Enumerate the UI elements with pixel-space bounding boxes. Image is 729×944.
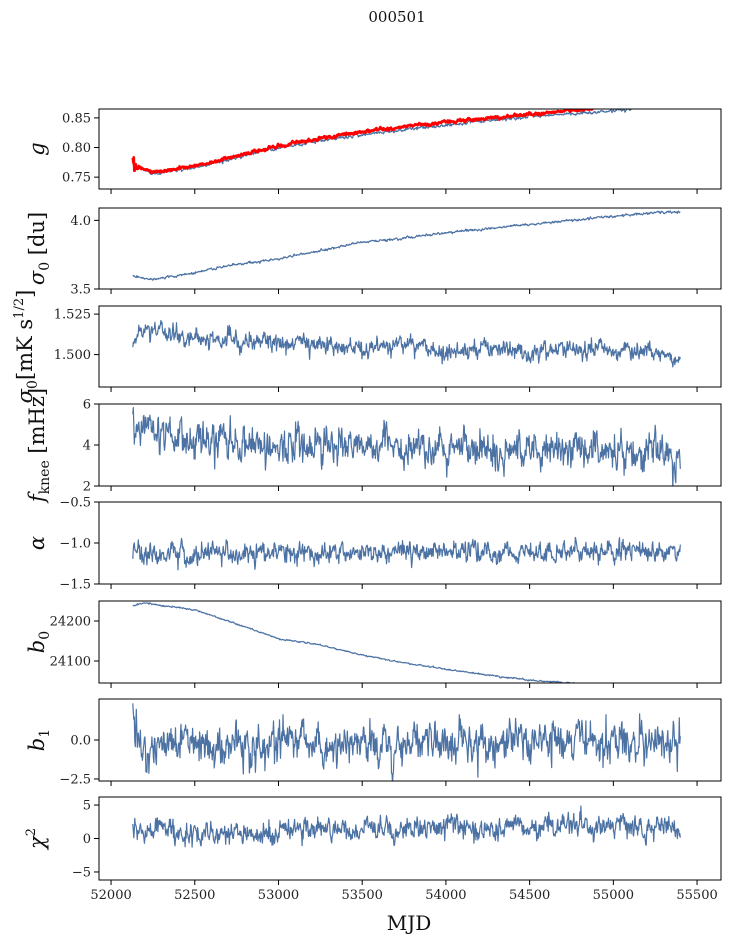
y-label-main: σ xyxy=(25,270,49,285)
x-tick-label: 54000 xyxy=(425,888,466,903)
y-tick-label: −5 xyxy=(72,865,91,880)
y-tick-label: −2.5 xyxy=(59,772,91,787)
x-tick-label: 52500 xyxy=(174,888,215,903)
y-tick-label: 4.0 xyxy=(70,214,91,229)
y-label-rest: [mK s xyxy=(13,319,37,380)
axes-frame xyxy=(98,305,722,388)
y-label-main: χ xyxy=(25,835,49,851)
y-tick-label: 0.80 xyxy=(62,141,91,156)
axes-frame xyxy=(98,108,722,190)
y-tick-label: 2 xyxy=(83,480,91,495)
y-axis-label-b1: b1 xyxy=(25,729,53,751)
y-axis-label-sigma0_du: σ0 [du] xyxy=(25,212,53,285)
y-label-sub: 0 xyxy=(25,380,41,389)
y-axis-label-g: g xyxy=(25,142,49,155)
y-axis-label-b0: b0 xyxy=(25,631,53,653)
y-label-sup: 2 xyxy=(24,828,39,836)
x-axis-label: MJD xyxy=(387,911,432,935)
y-tick-label: −0.5 xyxy=(59,496,91,511)
y-label-sub: 0 xyxy=(37,631,53,640)
y-tick-label: 24100 xyxy=(50,655,91,670)
series-line-sigma0-mK xyxy=(132,319,681,368)
series-line-b1 xyxy=(132,703,681,781)
panel-chi2: −5 0 5 52000 52500 53000 53500 54000 54500 55000 5… xyxy=(24,796,722,903)
y-axis-label-fknee: fknee [mHz] xyxy=(25,388,53,504)
panel-sigma0_du: 3.5 4.0 σ0 [du] xyxy=(25,207,722,298)
y-label-main: σ xyxy=(13,388,37,403)
panel-sigma0_mK: 1.500 1.525 σ0[mK s1/2] xyxy=(12,290,722,404)
series-line-b0 xyxy=(132,602,580,683)
y-tick-label: 0.0 xyxy=(70,734,91,749)
y-axis-label-chi2: χ2 xyxy=(24,828,49,851)
series-line-g-fit xyxy=(131,109,595,174)
panel-fknee: 2 4 6 fknee [mHz] xyxy=(25,388,722,504)
series-line-chi2 xyxy=(132,805,681,848)
y-label-main: b xyxy=(25,738,49,751)
y-tick-label: 6 xyxy=(83,398,91,413)
axes-frame xyxy=(98,207,722,290)
y-label-sub: knee xyxy=(37,460,53,494)
axes-frame xyxy=(98,600,722,684)
y-tick-label: 3.5 xyxy=(70,283,91,298)
y-tick-label: 0.85 xyxy=(62,111,91,126)
figure-title: 000501 xyxy=(368,8,425,26)
y-tick-label: 1.525 xyxy=(54,308,91,323)
y-axis-label-sigma0_mK: σ0[mK s1/2] xyxy=(12,290,41,404)
panel-alpha: −1.5 −1.0 −0.5 α xyxy=(25,496,722,593)
y-tick-label: 4 xyxy=(83,439,91,454)
y-tick-label: 0 xyxy=(83,832,91,847)
panel-b1: −2.5 0.0 b1 xyxy=(25,698,722,787)
series-line-alpha xyxy=(132,536,681,571)
y-tick-label: −1.5 xyxy=(59,578,91,593)
y-label-sup: 1/2 xyxy=(12,298,27,319)
y-label-bracket: ] xyxy=(13,290,37,298)
y-axis-label-alpha: α xyxy=(25,536,49,550)
x-tick-label: 52000 xyxy=(90,888,131,903)
y-label-rest: [mHz] xyxy=(25,388,49,460)
panel-g: 0.75 0.80 0.85 g xyxy=(25,108,722,194)
y-label-main: f xyxy=(25,491,49,504)
y-tick-label: −1.0 xyxy=(59,537,91,552)
y-tick-label: 24200 xyxy=(50,615,91,630)
y-label-sub: 1 xyxy=(37,729,53,738)
x-tick-label: 54500 xyxy=(509,888,550,903)
y-tick-label: 1.500 xyxy=(54,348,91,363)
x-tick-label: 55500 xyxy=(676,888,717,903)
y-tick-label: 0.75 xyxy=(62,171,91,186)
y-tick-label: 5 xyxy=(83,799,91,814)
x-tick-label: 53000 xyxy=(258,888,299,903)
y-label-main: g xyxy=(25,142,49,155)
x-tick-label: 55000 xyxy=(593,888,634,903)
series-line-fknee xyxy=(132,407,681,486)
x-tick-label: 53500 xyxy=(342,888,383,903)
y-label-sub: 0 xyxy=(37,262,53,271)
y-label-main: b xyxy=(25,640,49,653)
y-label-rest: [du] xyxy=(25,212,49,262)
series-line-sigma0-du xyxy=(132,210,681,281)
y-label-main: α xyxy=(25,536,49,550)
